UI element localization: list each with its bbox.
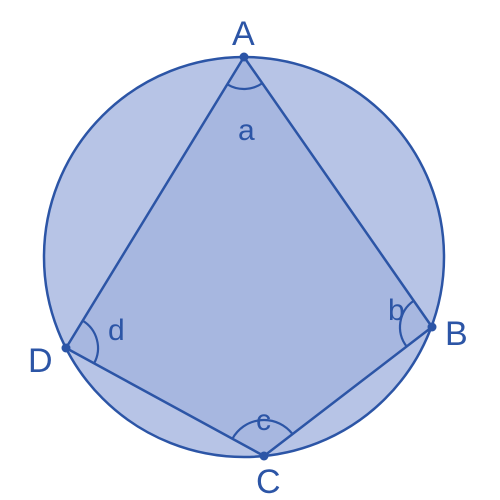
vertex-point-C xyxy=(260,452,269,461)
angle-label-a: a xyxy=(238,114,255,147)
vertex-point-D xyxy=(62,344,71,353)
vertex-label-C: C xyxy=(256,463,281,500)
vertex-label-A: A xyxy=(232,15,255,53)
vertex-point-B xyxy=(428,323,437,332)
angle-label-d: d xyxy=(108,314,125,347)
vertex-label-B: B xyxy=(445,315,468,353)
cyclic-quadrilateral-diagram: A B C Da b c d xyxy=(0,0,500,500)
angle-label-b: b xyxy=(388,294,405,327)
angle-label-c: c xyxy=(256,404,271,437)
vertex-label-D: D xyxy=(28,342,53,380)
vertex-point-A xyxy=(240,53,249,62)
